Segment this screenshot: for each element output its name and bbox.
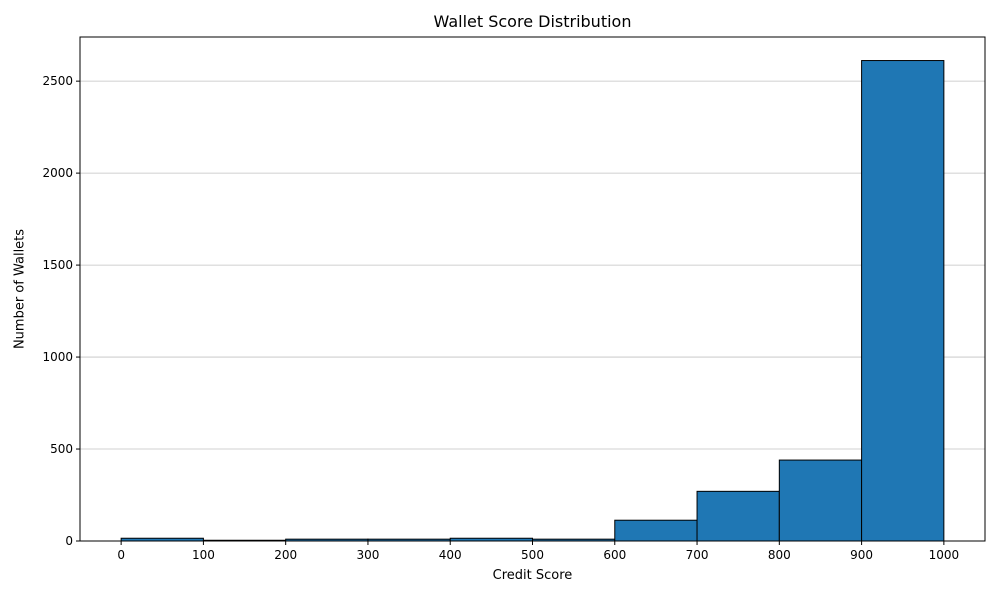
x-tick-label-3: 300 [357, 548, 380, 562]
axis-layer: 0 100 200 300 400 500 600 700 800 900 1000 0 500 1000… [42, 36, 986, 562]
histogram-bar-6 [614, 519, 698, 542]
y-tick-label-2: 1000 [42, 350, 73, 364]
x-tick-label-7: 700 [686, 548, 709, 562]
histogram-bar-9 [861, 60, 945, 542]
y-tick-label-0: 0 [65, 534, 73, 548]
chart-title: Wallet Score Distribution [433, 12, 632, 31]
x-tick-label-9: 900 [850, 548, 873, 562]
y-tick-label-4: 2000 [42, 166, 73, 180]
x-tick-label-5: 500 [521, 548, 544, 562]
x-tick-label-8: 800 [768, 548, 791, 562]
y-tick-label-5: 2500 [42, 74, 73, 88]
y-tick-label-1: 500 [50, 442, 73, 456]
x-tick-label-0: 0 [117, 548, 125, 562]
x-tick-label-10: 1000 [929, 548, 960, 562]
histogram-bar-7 [696, 490, 780, 542]
bar-layer [120, 60, 945, 542]
x-tick-label-2: 200 [274, 548, 297, 562]
x-axis-label: Credit Score [492, 568, 573, 583]
y-tick-label-3: 1500 [42, 258, 73, 272]
histogram-bar-8 [778, 459, 863, 542]
x-tick-label-1: 100 [192, 548, 215, 562]
x-tick-label-6: 600 [603, 548, 626, 562]
x-tick-label-4: 400 [439, 548, 462, 562]
